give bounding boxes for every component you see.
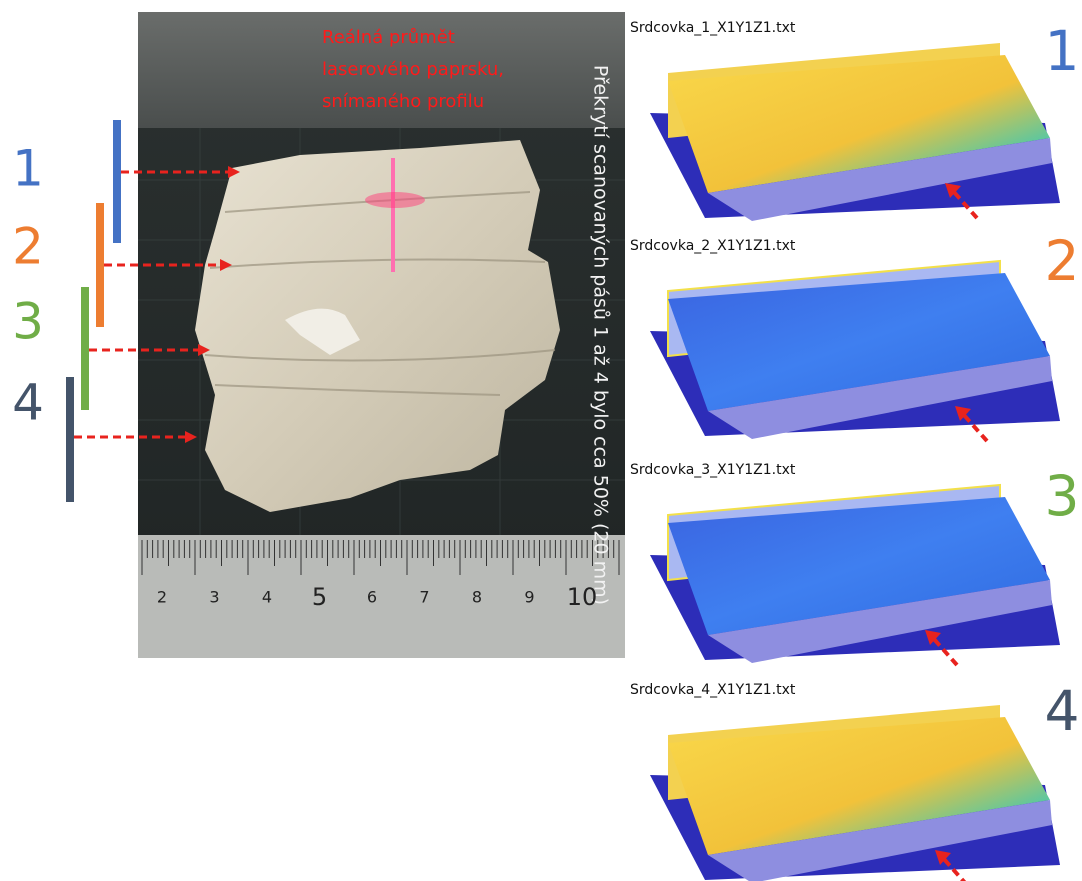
scan-plots: Srdcovka_1_X1Y1Z1.txt 1 Srdcovka_2_X1Y1Z1.… [630,19,1080,881]
ruler-label: 8 [472,588,482,607]
scan-number: 4 [12,374,44,432]
ruler-label: 9 [524,588,534,607]
annotation-line: snímaného profilu [322,91,484,112]
figure: Reálná průmět laserového paprsku, snímanéh… [0,0,1082,881]
scan-title: Srdcovka_4_X1Y1Z1.txt [630,682,796,698]
scan-number: 2 [12,218,44,276]
ruler-label: 10 [567,583,598,611]
scan-number: 1 [1045,19,1080,83]
annotation-line: laserového paprsku, [322,59,504,80]
ruler-label: 4 [262,588,272,607]
scan-plot [650,261,1060,441]
laser-glow [365,192,425,208]
annotation-line: Reálná průmět [322,27,455,48]
ruler-label: 5 [312,583,327,611]
scan-title: Srdcovka_1_X1Y1Z1.txt [630,20,796,36]
ruler-label: 7 [419,588,429,607]
scan-plot [650,705,1060,881]
scan-number: 3 [12,293,44,351]
overlap-note: Překrytí scanovaných pásů 1 až 4 bylo cc… [590,65,612,605]
scan-number: 2 [1045,229,1080,293]
ruler-label: 3 [209,588,219,607]
scan-number: 3 [1045,464,1080,528]
scan-number: 4 [1045,679,1080,743]
ruler-label: 6 [367,588,377,607]
scan-plot [650,485,1060,665]
scan-number: 1 [12,140,44,198]
ruler-label: 2 [157,588,167,607]
scan-title: Srdcovka_2_X1Y1Z1.txt [630,238,796,254]
scan-plot [650,43,1060,221]
scan-title: Srdcovka_3_X1Y1Z1.txt [630,462,796,478]
